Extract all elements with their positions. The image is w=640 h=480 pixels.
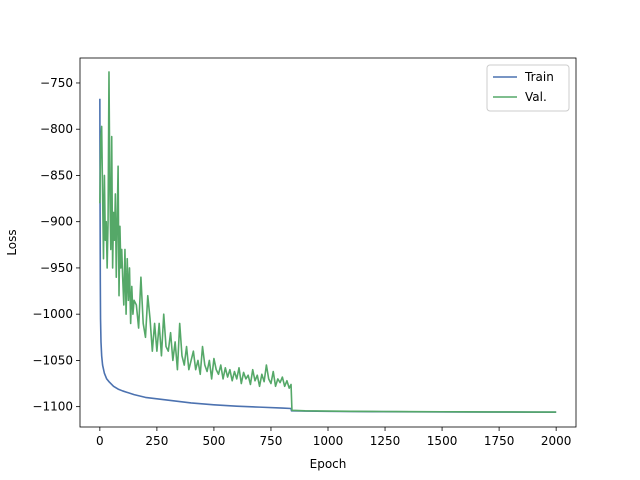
y-axis-label: Loss	[5, 229, 19, 255]
x-tick-label: 1500	[427, 434, 458, 448]
x-tick-label: 750	[260, 434, 283, 448]
x-tick-label: 0	[96, 434, 104, 448]
y-tick-label: −950	[40, 261, 73, 275]
y-tick-label: −1100	[32, 400, 73, 414]
y-axis-ticks: −750 −800 −850 −900 −950 −1000 −1050 −1100	[32, 76, 80, 414]
x-axis-label: Epoch	[310, 457, 347, 471]
y-tick-label: −850	[40, 168, 73, 182]
series-line-val	[99, 71, 557, 413]
legend-label: Val.	[525, 90, 547, 104]
x-tick-label: 1000	[313, 434, 344, 448]
y-tick-label: −800	[40, 122, 73, 136]
x-tick-label: 2000	[541, 434, 572, 448]
y-tick-label: −1000	[32, 307, 73, 321]
x-tick-label: 1750	[484, 434, 515, 448]
plot-lines	[99, 71, 557, 413]
legend: Train Val.	[486, 64, 570, 112]
y-tick-label: −900	[40, 215, 73, 229]
x-axis-ticks: 0 250 500 750 1000 1250 1500 1750 2000	[96, 427, 571, 448]
legend-label: Train	[524, 70, 554, 84]
y-tick-label: −1050	[32, 353, 73, 367]
x-tick-label: 1250	[370, 434, 401, 448]
x-tick-label: 250	[145, 434, 168, 448]
x-tick-label: 500	[202, 434, 225, 448]
y-tick-label: −750	[40, 76, 73, 90]
